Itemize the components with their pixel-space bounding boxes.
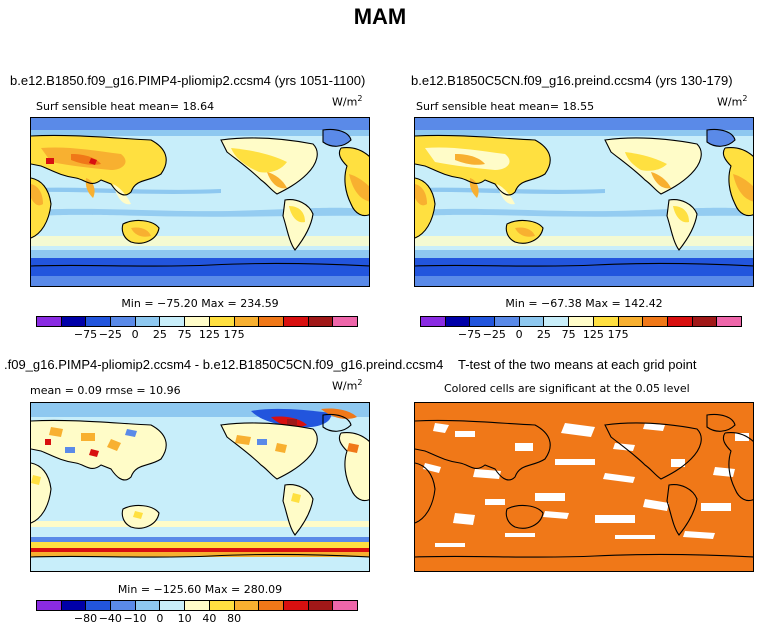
colorbar-swatch [234,601,260,610]
panel-1-subtitle: Surf sensible heat mean= 18.64 [36,100,215,113]
figure-title: MAM [353,4,407,29]
panel-3-colorbar-ticks: −80 −40 −10 0 10 40 80 [36,612,358,625]
panel-2-title: b.e12.B1850C5CN.f09_g16.preind.ccsm4 (yr… [411,73,733,88]
colorbar-swatch [283,601,309,610]
colorbar-swatch [308,601,334,610]
colorbar-swatch [86,601,112,610]
panel-2-minmax: Min = −67.38 Max = 142.42 [505,297,663,310]
colorbar-swatch [692,317,718,326]
colorbar-swatch [259,317,284,326]
colorbar-swatch [185,601,210,610]
colorbar-tick-label: 75 [561,328,576,341]
colorbar-tick-label: −40 [98,612,122,625]
colorbar-tick-label: 125 [198,328,220,341]
colorbar-tick-label: −75 [457,328,482,341]
colorbar-swatch [333,601,357,610]
colorbar-swatch [209,317,235,326]
colorbar-tick-label: −80 [73,612,98,625]
panel-3-subtitle: mean = 0.09 rmse = 10.96 [30,384,181,397]
panel-1-colorbar-ticks: −75 −25 0 25 75 125 175 [36,328,358,341]
panel-3-map [30,402,370,572]
colorbar-swatch [234,317,260,326]
colorbar-swatch [519,317,545,326]
colorbar-swatch [160,317,186,326]
colorbar-swatch [283,317,309,326]
panel-1-map [30,117,370,287]
colorbar-swatch [61,601,87,610]
colorbar-swatch [185,317,210,326]
colorbar-tick-label: 40 [202,612,217,625]
colorbar-swatch [111,317,136,326]
panel-4-subtitle: Colored cells are significant at the 0.0… [444,382,690,395]
panel-2-colorbar-ticks: −75 −25 0 25 75 125 175 [420,328,742,341]
colorbar-swatch [495,317,520,326]
panel-2-units: W/m2 [717,94,748,109]
colorbar-swatch [135,601,161,610]
colorbar-tick-label: 0 [156,612,164,625]
colorbar-swatch [643,317,668,326]
colorbar-tick-label: 125 [582,328,604,341]
colorbar-tick-label: −10 [123,612,147,625]
colorbar-tick-label: 0 [515,328,523,341]
panel-3-colorbar [36,600,358,611]
panel-3-units: W/m2 [332,378,363,393]
panel-2-map [414,117,754,287]
panel-1-minmax: Min = −75.20 Max = 234.59 [121,297,279,310]
colorbar-tick-label: 75 [177,328,192,341]
colorbar-swatch [209,601,235,610]
colorbar-swatch [160,601,186,610]
panel-4-title: T-test of the two means at each grid poi… [458,357,697,372]
panel-3-title: .f09_g16.PIMP4-pliomip2.ccsm4 - b.e12.B1… [4,357,444,372]
colorbar-swatch [593,317,619,326]
colorbar-swatch [259,601,284,610]
panel-2-subtitle: Surf sensible heat mean= 18.55 [416,100,595,113]
colorbar-swatch [111,601,136,610]
colorbar-swatch [544,317,570,326]
colorbar-swatch [717,317,741,326]
colorbar-swatch [86,317,112,326]
colorbar-swatch [333,317,357,326]
colorbar-swatch [308,317,334,326]
panel-1-title: b.e12.B1850.f09_g16.PIMP4-pliomip2.ccsm4… [10,73,366,88]
colorbar-tick-label: 25 [536,328,551,341]
colorbar-tick-label: 175 [223,328,245,341]
panel-4-map [414,402,754,572]
colorbar-swatch [667,317,693,326]
colorbar-tick-label: 80 [227,612,242,625]
colorbar-swatch [135,317,161,326]
colorbar-tick-label: 10 [177,612,192,625]
panel-1-units: W/m2 [332,94,363,109]
panel-2-colorbar [420,316,742,327]
colorbar-tick-label: 25 [152,328,167,341]
colorbar-swatch [445,317,471,326]
colorbar-tick-label: 0 [131,328,139,341]
colorbar-swatch [37,601,62,610]
colorbar-tick-label: 175 [607,328,629,341]
panel-1-colorbar [36,316,358,327]
colorbar-swatch [569,317,594,326]
colorbar-swatch [61,317,87,326]
colorbar-tick-label: −25 [482,328,506,341]
colorbar-swatch [470,317,496,326]
colorbar-tick-label: −25 [98,328,122,341]
colorbar-swatch [37,317,62,326]
panel-3-minmax: Min = −125.60 Max = 280.09 [117,583,283,596]
colorbar-tick-label: −75 [73,328,98,341]
colorbar-swatch [421,317,446,326]
colorbar-swatch [618,317,644,326]
